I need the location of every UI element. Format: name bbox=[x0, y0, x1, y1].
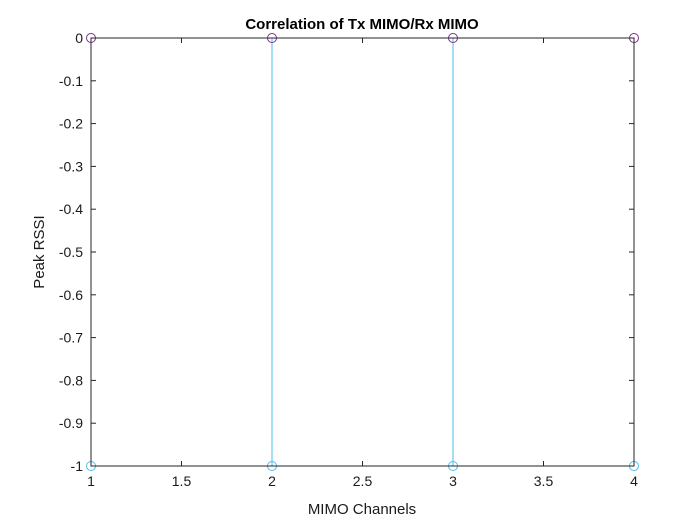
x-tick-label: 4 bbox=[630, 473, 638, 489]
x-tick-label: 3 bbox=[449, 473, 457, 489]
y-tick-label: 0 bbox=[75, 30, 83, 46]
y-ticks: 0 -0.1 -0.2 -0.3 -0.4 -0.5 -0.6 -0.7 -0.8 -0.9 -1 bbox=[59, 30, 634, 474]
y-tick-label: -0.9 bbox=[59, 415, 83, 431]
x-tick-label: 2.5 bbox=[353, 473, 373, 489]
y-axis-label: Peak RSSI bbox=[31, 215, 48, 288]
x-tick-label: 1 bbox=[87, 473, 95, 489]
x-tick-label: 2 bbox=[268, 473, 276, 489]
y-tick-label: -1 bbox=[71, 458, 84, 474]
y-tick-label: -0.2 bbox=[59, 116, 83, 132]
y-tick-label: -0.4 bbox=[59, 201, 83, 217]
chart-title: Correlation of Tx MIMO/Rx MIMO bbox=[245, 16, 479, 33]
y-tick-label: -0.8 bbox=[59, 372, 83, 388]
axes-box bbox=[90, 37, 635, 467]
plot-background bbox=[91, 38, 634, 466]
x-axis-label: MIMO Channels bbox=[308, 501, 416, 518]
x-tick-label: 3.5 bbox=[534, 473, 554, 489]
y-tick-label: -0.7 bbox=[59, 330, 83, 346]
y-tick-label: -0.1 bbox=[59, 73, 83, 89]
y-tick-label: -0.3 bbox=[59, 158, 83, 174]
y-tick-label: -0.5 bbox=[59, 244, 83, 260]
x-tick-label: 1.5 bbox=[172, 473, 192, 489]
y-tick-label: -0.6 bbox=[59, 287, 83, 303]
